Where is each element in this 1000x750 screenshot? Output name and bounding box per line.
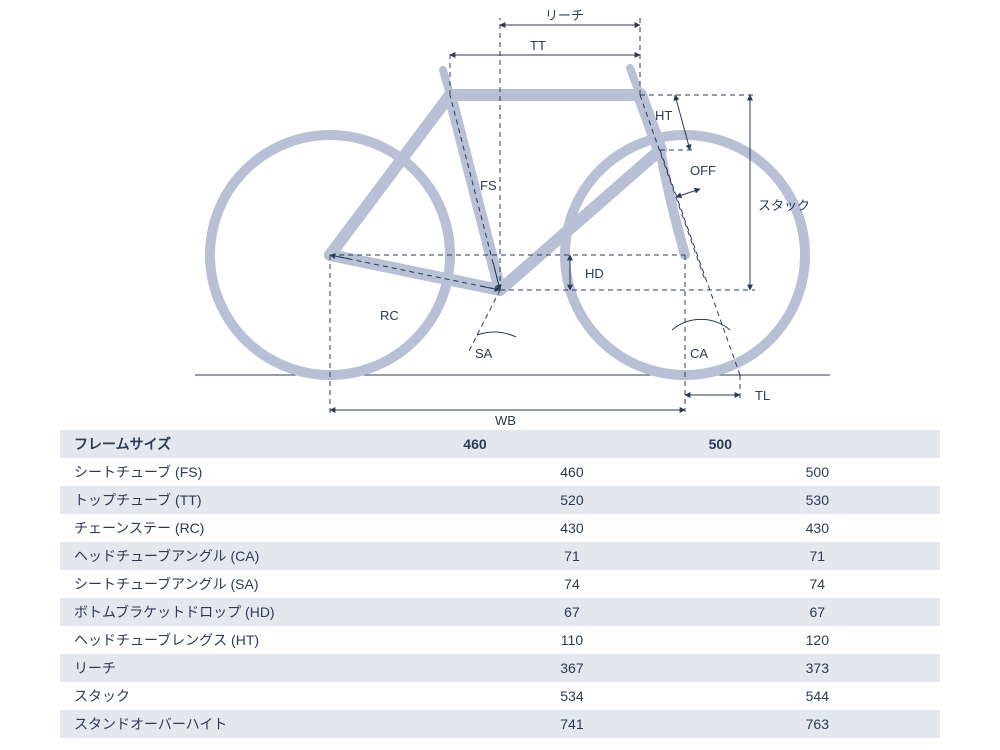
spec-value: 741 — [449, 710, 694, 738]
table-row: ボトムブラケットドロップ (HD)6767 — [60, 598, 940, 626]
spec-label: フレームサイズ — [60, 430, 449, 458]
table-row: スタック534544 — [60, 682, 940, 710]
table-row: リーチ367373 — [60, 654, 940, 682]
label-wb: WB — [495, 413, 516, 428]
label-tt: TT — [530, 38, 546, 53]
label-stack: スタック — [758, 198, 810, 213]
spec-value: 67 — [695, 598, 940, 626]
spec-value: 67 — [449, 598, 694, 626]
spec-value: 74 — [449, 570, 694, 598]
label-hd: HD — [585, 266, 604, 281]
spec-value: 520 — [449, 486, 694, 514]
spec-value: 500 — [695, 458, 940, 486]
bike-svg: リーチ TT HT FS OFF スタック HD RC SA CA TL WB — [0, 0, 1000, 430]
label-reach: リーチ — [545, 8, 584, 23]
spec-value: 430 — [449, 514, 694, 542]
spec-value: 373 — [695, 654, 940, 682]
spec-label: シートチューブ (FS) — [60, 458, 449, 486]
spec-value: 120 — [695, 626, 940, 654]
table-row: シートチューブ (FS)460500 — [60, 458, 940, 486]
spec-label: ヘッドチューブレングス (HT) — [60, 626, 449, 654]
geometry-spec-table: フレームサイズ460500シートチューブ (FS)460500トップチューブ (… — [60, 430, 940, 738]
spec-value: 460 — [449, 430, 694, 458]
label-ht: HT — [655, 108, 672, 123]
spec-value: 460 — [449, 458, 694, 486]
label-fs: FS — [480, 178, 497, 193]
spec-value: 530 — [695, 486, 940, 514]
spec-value: 534 — [449, 682, 694, 710]
spec-label: スタック — [60, 682, 449, 710]
spec-value: 110 — [449, 626, 694, 654]
label-ca: CA — [690, 346, 708, 361]
spec-label: チェーンステー (RC) — [60, 514, 449, 542]
spec-label: トップチューブ (TT) — [60, 486, 449, 514]
table-row: トップチューブ (TT)520530 — [60, 486, 940, 514]
table-row: ヘッドチューブアングル (CA)7171 — [60, 542, 940, 570]
spec-value: 763 — [695, 710, 940, 738]
spec-value: 544 — [695, 682, 940, 710]
spec-value: 367 — [449, 654, 694, 682]
label-off: OFF — [690, 163, 716, 178]
label-sa: SA — [475, 346, 493, 361]
table-row: ヘッドチューブレングス (HT)110120 — [60, 626, 940, 654]
spec-label: シートチューブアングル (SA) — [60, 570, 449, 598]
spec-value: 71 — [449, 542, 694, 570]
spec-label: ヘッドチューブアングル (CA) — [60, 542, 449, 570]
spec-value: 71 — [695, 542, 940, 570]
table-row: チェーンステー (RC)430430 — [60, 514, 940, 542]
spec-label: スタンドオーバーハイト — [60, 710, 449, 738]
spec-value: 500 — [695, 430, 940, 458]
label-tl: TL — [755, 388, 770, 403]
spec-value: 430 — [695, 514, 940, 542]
spec-label: リーチ — [60, 654, 449, 682]
table-row: スタンドオーバーハイト741763 — [60, 710, 940, 738]
table-header-row: フレームサイズ460500 — [60, 430, 940, 458]
geometry-diagram: リーチ TT HT FS OFF スタック HD RC SA CA TL WB — [0, 0, 1000, 430]
spec-value: 74 — [695, 570, 940, 598]
bike-frame — [330, 68, 685, 290]
spec-label: ボトムブラケットドロップ (HD) — [60, 598, 449, 626]
table-row: シートチューブアングル (SA)7474 — [60, 570, 940, 598]
label-rc: RC — [380, 308, 399, 323]
